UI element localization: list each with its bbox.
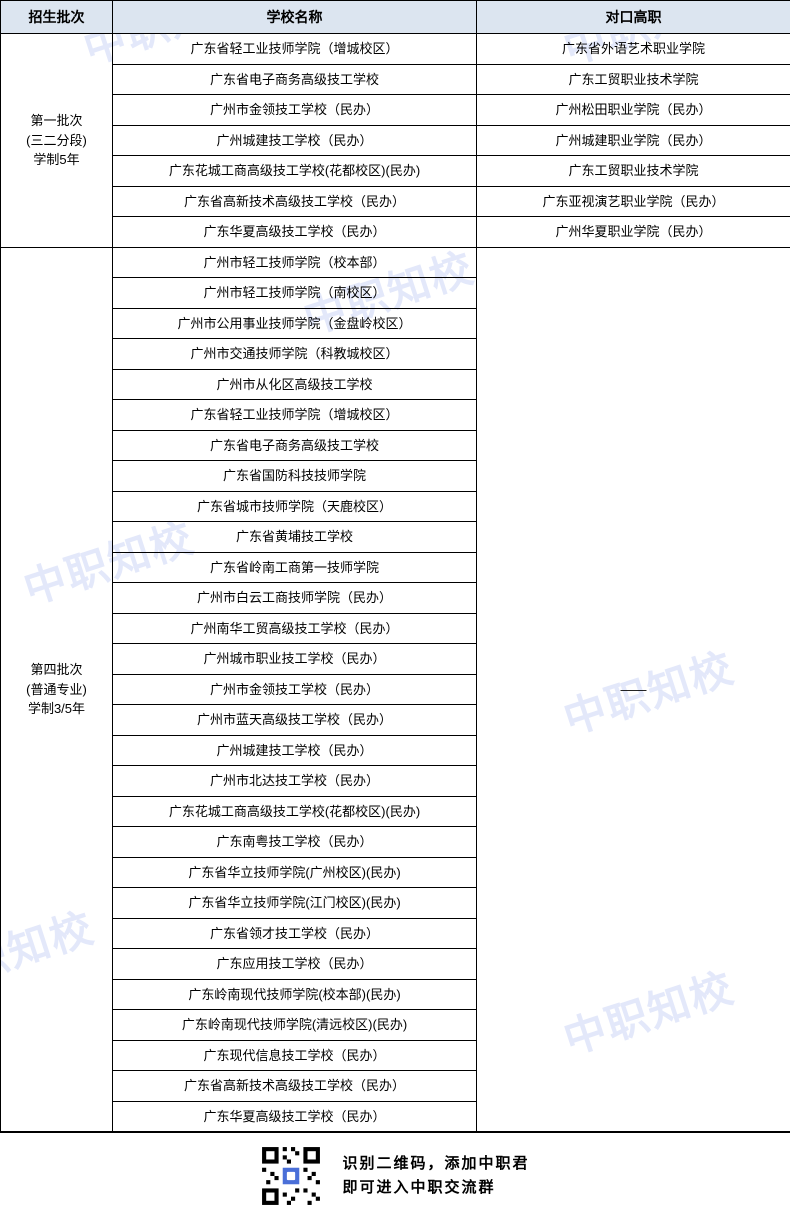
school-cell: 广州市金领技工学校（民办） [113,95,477,126]
batch4-line2: (普通专业) [5,680,108,700]
school-cell: 广州市金领技工学校（民办） [113,674,477,705]
school-cell: 广州市从化区高级技工学校 [113,369,477,400]
col-header-batch: 招生批次 [1,1,113,34]
school-cell: 广东省华立技师学院(江门校区)(民办) [113,888,477,919]
footer-text: 识别二维码，添加中职君 即可进入中职交流群 [342,1152,529,1200]
school-cell: 广东华夏高级技工学校（民办） [113,1101,477,1132]
batch4-line3: 学制3/5年 [5,699,108,719]
school-cell: 广州南华工贸高级技工学校（民办） [113,613,477,644]
batch1-line3: 学制5年 [5,150,108,170]
footer-line-2: 即可进入中职交流群 [342,1176,529,1200]
school-cell: 广东省华立技师学院(广州校区)(民办) [113,857,477,888]
table-row: 广东花城工商高级技工学校(花都校区)(民办)广东工贸职业技术学院 [1,156,790,187]
table-row: 广州市金领技工学校（民办）广州松田职业学院（民办） [1,95,790,126]
school-cell: 广州城建技工学校（民办） [113,735,477,766]
footer-line-1: 识别二维码，添加中职君 [342,1152,529,1176]
table-row: 广东省高新技术高级技工学校（民办）广东亚视演艺职业学院（民办） [1,186,790,217]
college-cell: 广东亚视演艺职业学院（民办） [477,186,790,217]
school-cell: 广东省电子商务高级技工学校 [113,430,477,461]
school-cell: 广东岭南现代技师学院(清远校区)(民办) [113,1010,477,1041]
admission-table: 招生批次 学校名称 对口高职 第一批次(三二分段)学制5年广东省轻工业技师学院（… [0,0,790,1132]
batch1-label-cell: 第一批次(三二分段)学制5年 [1,34,113,248]
college-cell: 广东工贸职业技术学院 [477,156,790,187]
school-cell: 广东省电子商务高级技工学校 [113,64,477,95]
table-row: 广州城建技工学校（民办）广州城建职业学院（民办） [1,125,790,156]
school-cell: 广州市轻工技师学院（校本部） [113,247,477,278]
table-row: 广东省电子商务高级技工学校广东工贸职业技术学院 [1,64,790,95]
school-cell: 广东省领才技工学校（民办） [113,918,477,949]
college-cell: 广州松田职业学院（民办） [477,95,790,126]
school-cell: 广东省城市技师学院（天鹿校区） [113,491,477,522]
school-cell: 广东应用技工学校（民办） [113,949,477,980]
school-cell: 广东岭南现代技师学院(校本部)(民办) [113,979,477,1010]
school-cell: 广州市公用事业技师学院（金盘岭校区） [113,308,477,339]
batch4-label-cell: 第四批次(普通专业)学制3/5年 [1,247,113,1132]
table-body: 第一批次(三二分段)学制5年广东省轻工业技师学院（增城校区）广东省外语艺术职业学… [1,34,790,1132]
school-cell: 广东省黄埔技工学校 [113,522,477,553]
table-header-row: 招生批次 学校名称 对口高职 [1,1,790,34]
school-cell: 广东省轻工业技师学院（增城校区） [113,34,477,65]
school-cell: 广州城建技工学校（民办） [113,125,477,156]
table-row: 广东华夏高级技工学校（民办）广州华夏职业学院（民办） [1,217,790,248]
school-cell: 广东花城工商高级技工学校(花都校区)(民办) [113,796,477,827]
school-cell: 广东省岭南工商第一技师学院 [113,552,477,583]
school-cell: 广东省国防科技技师学院 [113,461,477,492]
school-cell: 广州市北达技工学校（民办） [113,766,477,797]
qr-code-icon [260,1145,322,1207]
table-row: 第四批次(普通专业)学制3/5年广州市轻工技师学院（校本部）—— [1,247,790,278]
table-row: 第一批次(三二分段)学制5年广东省轻工业技师学院（增城校区）广东省外语艺术职业学… [1,34,790,65]
college-cell: 广州华夏职业学院（民办） [477,217,790,248]
school-cell: 广东花城工商高级技工学校(花都校区)(民办) [113,156,477,187]
batch1-line2: (三二分段) [5,131,108,151]
college-cell: 广东省外语艺术职业学院 [477,34,790,65]
school-cell: 广东现代信息技工学校（民办） [113,1040,477,1071]
batch1-line1: 第一批次 [5,111,108,131]
batch4-line1: 第四批次 [5,660,108,680]
school-cell: 广东省轻工业技师学院（增城校区） [113,400,477,431]
school-cell: 广东省高新技术高级技工学校（民办） [113,1071,477,1102]
school-cell: 广州市交通技师学院（科教城校区） [113,339,477,370]
school-cell: 广东南粤技工学校（民办） [113,827,477,858]
school-cell: 广东华夏高级技工学校（民办） [113,217,477,248]
college-cell: 广州城建职业学院（民办） [477,125,790,156]
col-header-college: 对口高职 [477,1,790,34]
school-cell: 广东省高新技术高级技工学校（民办） [113,186,477,217]
footer: 识别二维码，添加中职君 即可进入中职交流群 [0,1132,790,1225]
college-cell: 广东工贸职业技术学院 [477,64,790,95]
college-placeholder-cell: —— [477,247,790,1132]
school-cell: 广州市轻工技师学院（南校区） [113,278,477,309]
col-header-school: 学校名称 [113,1,477,34]
school-cell: 广州市蓝天高级技工学校（民办） [113,705,477,736]
school-cell: 广州城市职业技工学校（民办） [113,644,477,675]
school-cell: 广州市白云工商技师学院（民办） [113,583,477,614]
